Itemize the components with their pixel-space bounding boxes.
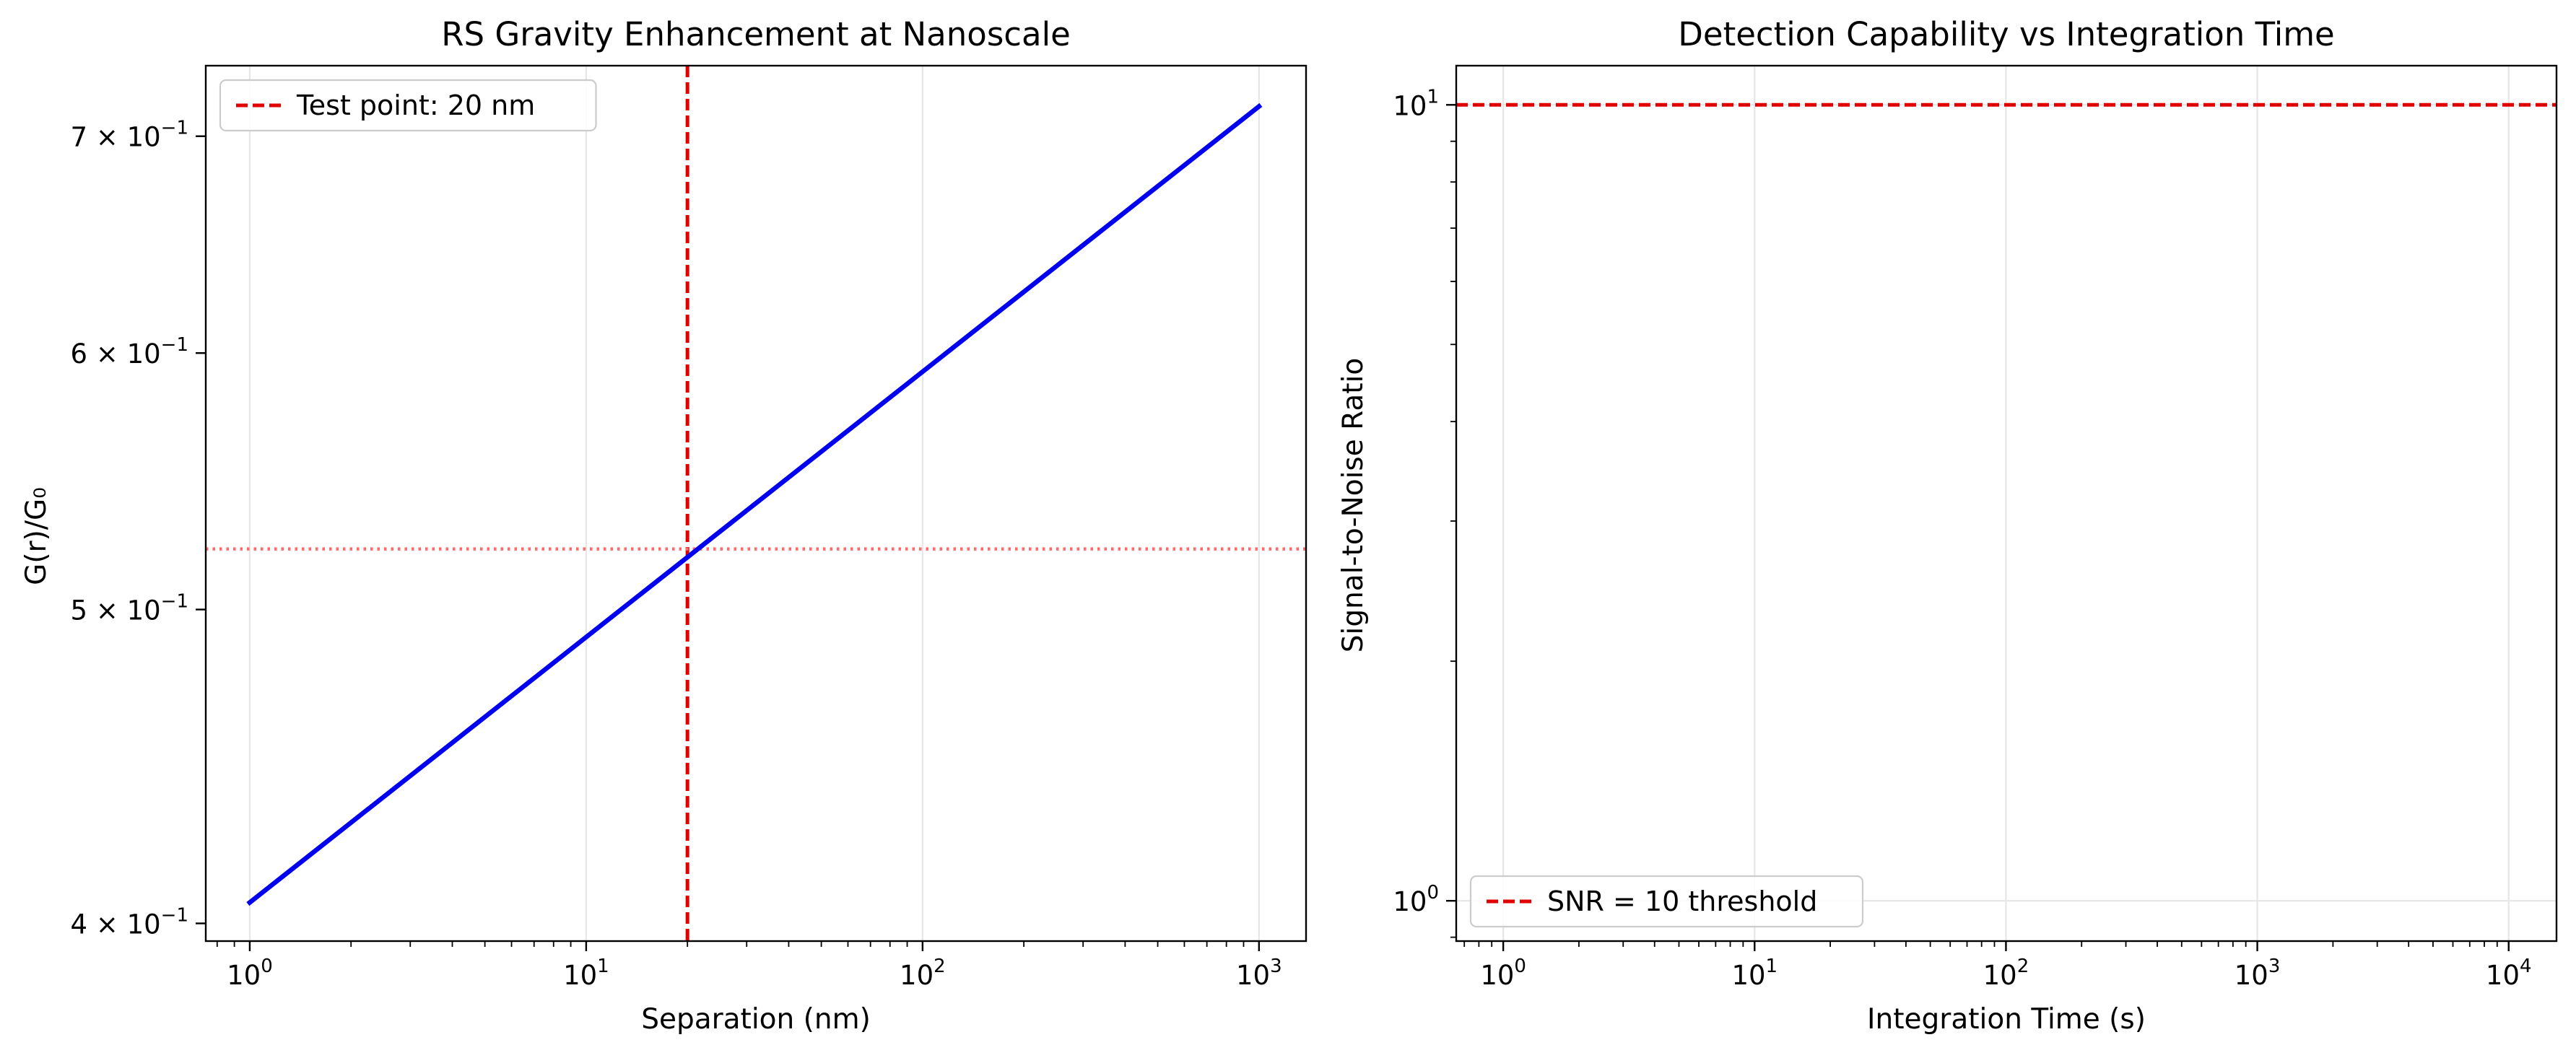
left-chart-y-axis-label: G(r)/G₀ [20, 487, 53, 585]
right-chart-legend: SNR = 10 threshold [1469, 875, 1864, 928]
left-legend-box [219, 79, 597, 132]
left-y-tick-label-0: 4 × 10−1 [71, 904, 188, 940]
right-y-tick-label-1: 101 [1393, 86, 1439, 121]
left-chart-panel: RS Gravity Enhancement at Nanoscale Sepa… [20, 15, 1307, 1036]
right-chart-axes: 100 101 102 103 104 100 101 [1393, 64, 2558, 991]
right-x-tick-label-0: 100 [1480, 956, 1526, 991]
left-x-tick-label-1: 101 [563, 956, 609, 991]
left-chart-title: RS Gravity Enhancement at Nanoscale [441, 15, 1071, 53]
right-x-tick-label-3: 103 [2235, 956, 2281, 991]
right-legend-box [1469, 875, 1864, 928]
left-chart-axes: 100 101 102 103 4 × 10−1 5 × 10−1 6 × 10−1 7 × … [71, 64, 1307, 991]
right-x-tick-label-2: 102 [1983, 956, 2029, 991]
left-y-tick-label-2: 6 × 10−1 [71, 334, 188, 370]
left-chart-legend: Test point: 20 nm [219, 79, 597, 132]
right-chart-panel: Detection Capability vs Integration Time… [1337, 15, 2558, 1036]
right-chart-x-axis-label: Integration Time (s) [1867, 1003, 2146, 1036]
left-chart-frame [204, 64, 1307, 943]
left-chart-grid [248, 66, 1260, 941]
left-y-tick-label-3: 7 × 10−1 [71, 118, 188, 153]
left-x-tick-label-0: 100 [227, 956, 273, 991]
left-legend-label: Test point: 20 nm [296, 89, 535, 121]
right-x-tick-label-1: 101 [1731, 956, 1777, 991]
left-x-tick-label-2: 102 [900, 956, 946, 991]
left-y-tick-label-1: 5 × 10−1 [71, 591, 188, 626]
left-data-series-0 [246, 102, 1263, 906]
left-x-tick-label-3: 103 [1236, 956, 1282, 991]
right-chart-y-axis-label: Signal-to-Noise Ratio [1337, 358, 1370, 653]
left-chart-plot-area [206, 66, 1306, 941]
right-x-tick-label-4: 104 [2486, 956, 2532, 991]
right-chart-title: Detection Capability vs Integration Time [1678, 15, 2334, 53]
right-y-tick-label-0: 100 [1393, 882, 1439, 917]
right-legend-label: SNR = 10 threshold [1547, 886, 1817, 917]
left-chart-x-axis-label: Separation (nm) [641, 1003, 871, 1036]
